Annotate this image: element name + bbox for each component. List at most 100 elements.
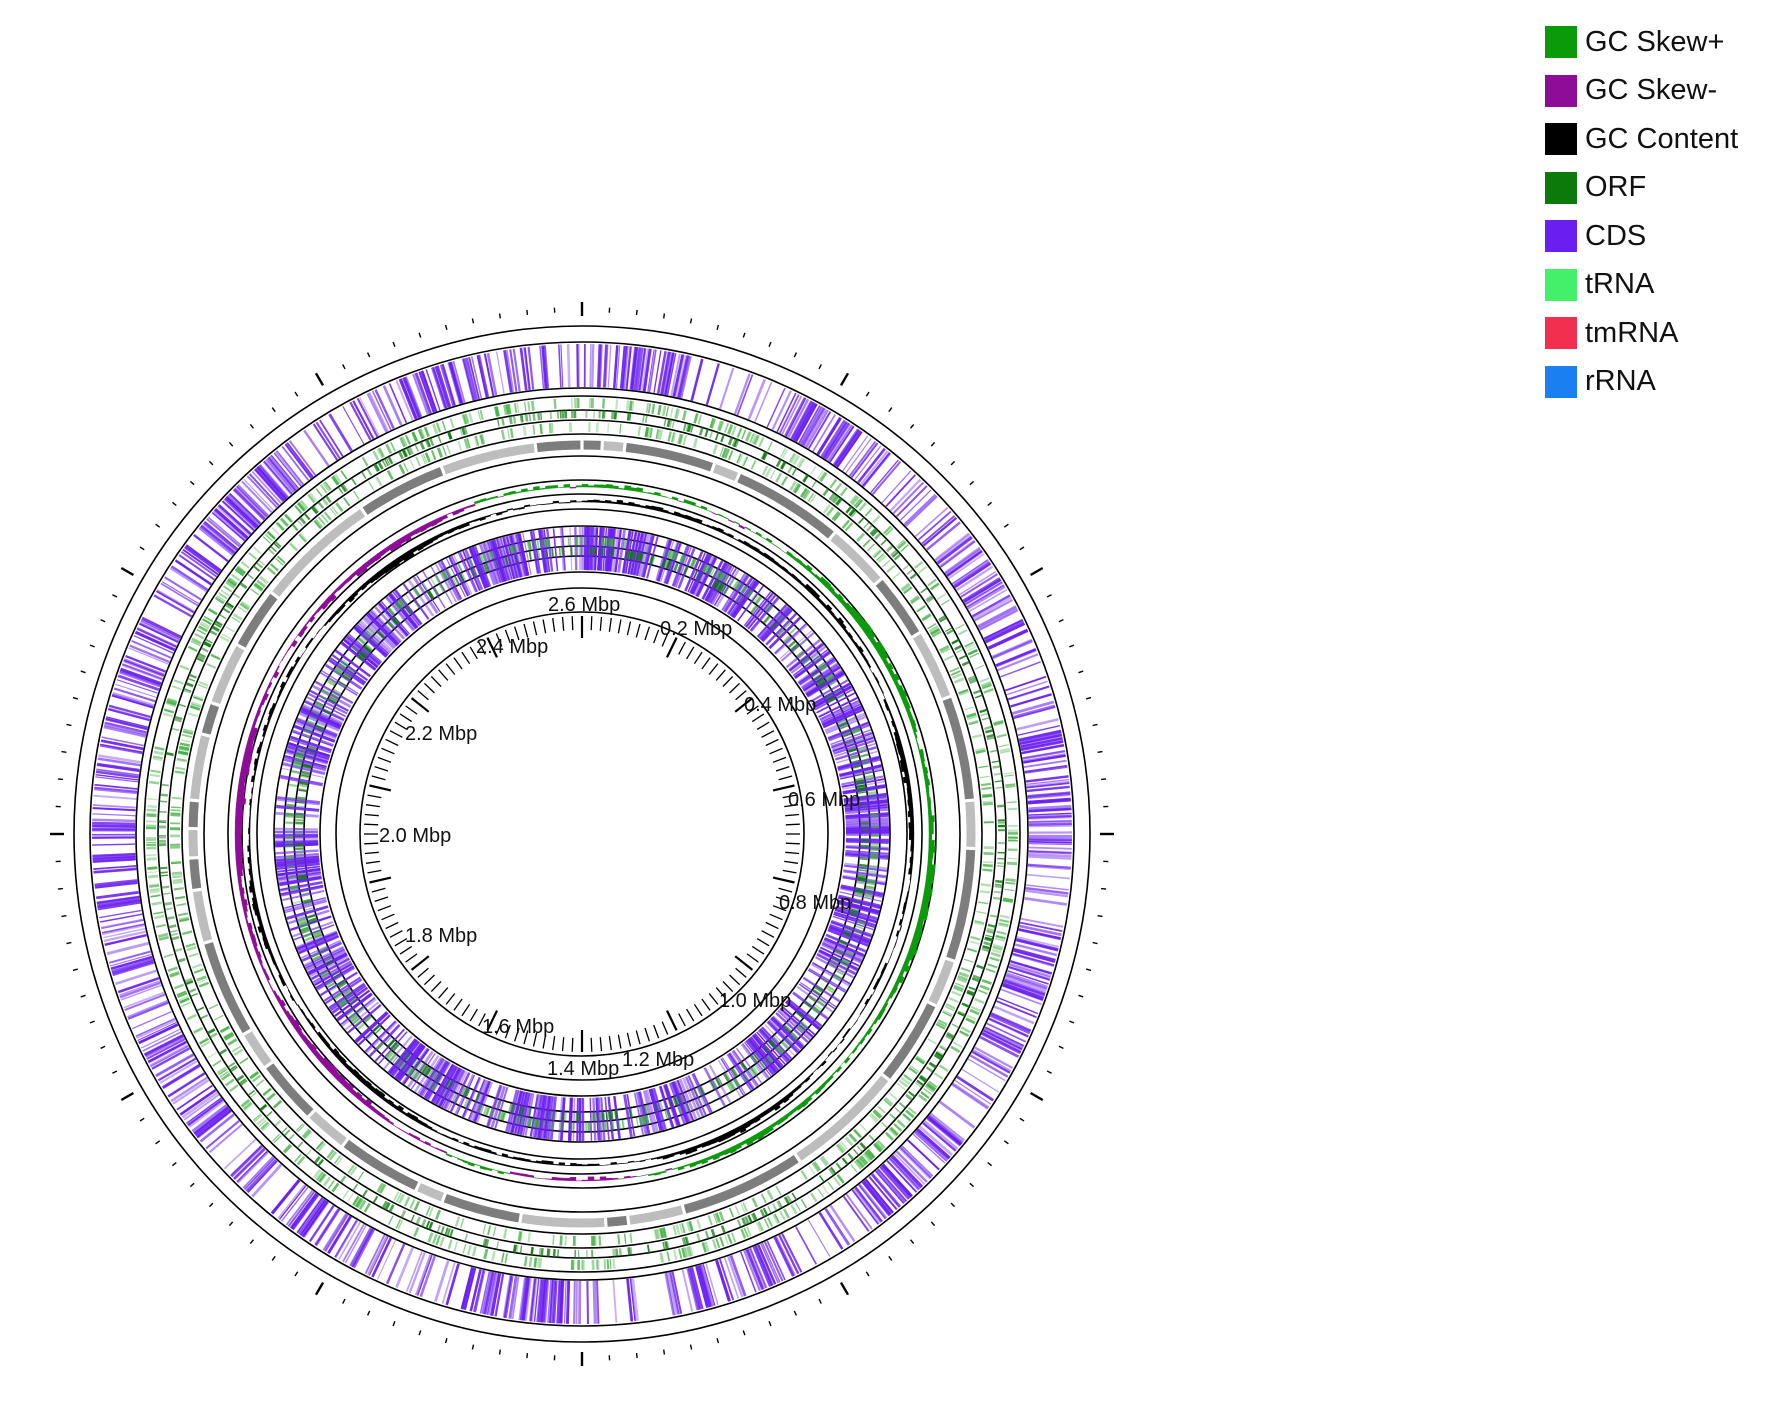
feature-mark [324,1214,349,1252]
feature-mark [557,1280,562,1324]
plot-segment [479,1147,486,1152]
feature-mark [737,595,744,604]
feature-mark [229,1084,239,1092]
feature-mark [842,729,850,735]
plot-segment [893,725,899,733]
feature-mark [315,488,323,497]
inner-tick [410,697,430,713]
plot-segment [243,911,248,919]
feature-mark [676,1079,695,1121]
feature-mark [352,1196,359,1206]
feature-mark [982,794,993,798]
feature-mark [677,1106,683,1115]
feature-mark [457,552,477,593]
plot-segment [781,566,789,573]
feature-mark [94,881,138,888]
feature-mark [275,849,319,855]
feature-mark [871,1173,902,1208]
feature-mark [973,921,985,926]
feature-mark [524,401,527,412]
feature-mark [870,813,879,818]
feature-mark [266,566,276,576]
feature-mark [300,939,341,959]
inner-tick [389,730,403,738]
feature-mark [967,585,1006,610]
feature-mark [656,1228,661,1239]
feature-mark [177,957,186,963]
feature-mark [248,552,258,560]
feature-mark [95,776,139,783]
plot-segment [276,692,282,700]
feature-mark [830,729,872,746]
feature-mark [763,1241,784,1282]
plot-segment [309,1022,316,1030]
feature-mark [995,880,1004,884]
feature-mark [417,1254,433,1296]
feature-mark [188,952,199,958]
feature-mark [684,1076,705,1117]
feature-mark [818,681,826,688]
feature-mark [791,1032,799,1039]
feature-mark [388,1204,395,1213]
feature-mark [852,496,860,506]
feature-mark [560,1112,564,1121]
feature-mark [112,961,155,977]
feature-mark [944,546,981,574]
feature-mark [617,1234,621,1245]
plot-segment [898,919,903,926]
feature-mark [277,1184,306,1219]
inner-tick [504,1024,511,1039]
feature-mark [489,1272,500,1316]
feature-mark [1027,791,1071,798]
feature-mark [421,1065,429,1074]
feature-mark [996,930,1007,935]
outer-tick [271,407,276,413]
feature-mark [232,613,243,621]
feature-mark [889,1156,922,1190]
plot-segment [683,499,691,505]
feature-mark [139,623,179,643]
feature-mark [230,573,241,582]
feature-mark [120,984,162,1001]
feature-mark [971,1050,1011,1074]
feature-mark [509,427,514,439]
feature-mark [814,1004,822,1011]
feature-mark [482,1106,488,1115]
plot-segment [278,999,286,1008]
plot-segment [413,1135,421,1141]
feature-mark [147,1040,187,1063]
feature-mark [167,697,178,704]
feature-mark [586,527,590,571]
outer-tick [818,364,822,370]
inner-tick [686,1008,695,1022]
plot-segment [246,922,253,930]
feature-mark [296,519,304,527]
feature-mark [689,558,696,567]
feature-mark [441,420,447,431]
feature-mark [549,1121,552,1130]
feature-mark [687,423,692,433]
feature-mark [309,715,317,720]
feature-mark [306,949,346,972]
feature-mark [645,1115,650,1124]
feature-mark [821,1155,830,1165]
feature-mark [283,897,326,909]
feature-mark [290,888,299,892]
feature-mark [621,1120,624,1129]
feature-mark [399,1049,407,1057]
feature-mark [272,1180,301,1215]
feature-mark [983,1029,1023,1050]
feature-mark [884,1097,894,1106]
feature-mark [600,547,603,556]
feature-mark [149,1044,189,1068]
plot-segment [877,682,882,689]
track-ring-1 [89,341,1075,1327]
feature-mark [288,742,331,757]
feature-mark [193,1026,204,1034]
plot-segment [928,827,934,835]
plot-segment [927,809,932,817]
feature-mark [566,344,571,388]
feature-mark [1006,972,1048,989]
feature-mark [339,659,348,667]
feature-mark [958,1010,966,1016]
